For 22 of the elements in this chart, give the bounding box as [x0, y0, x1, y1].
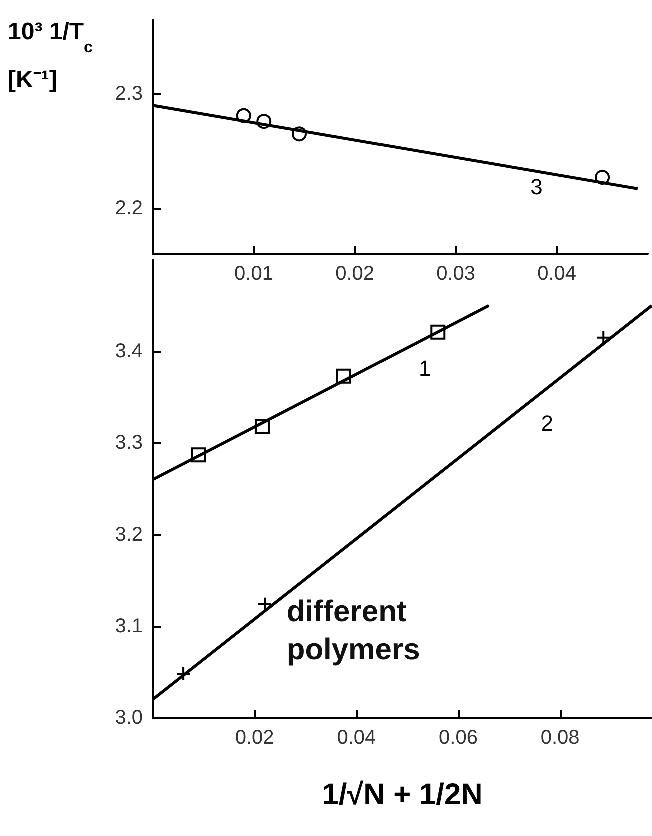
y-tick-label: 3.0	[115, 707, 143, 729]
y-tick-label: 3.4	[115, 340, 143, 363]
series-label: 3	[530, 174, 543, 200]
series-label: 2	[541, 410, 554, 436]
x-tick-label: 0.01	[234, 263, 274, 285]
x-tick-label: 0.02	[336, 263, 375, 285]
point	[176, 666, 192, 682]
series-label: 1	[419, 356, 432, 381]
x-tick-label: 0.08	[540, 727, 580, 749]
x-axis-title: 1/√N + 1/2N	[322, 778, 483, 812]
annotation: different polymers	[286, 596, 420, 667]
point	[258, 596, 273, 612]
x-tick-label: 0.04	[538, 263, 577, 285]
x-tick-label: 0.02	[235, 727, 274, 749]
y-tick-label: 3.1	[115, 615, 143, 638]
y-tick-label: 3.2	[115, 524, 143, 546]
x-tick-label: 0.04	[337, 727, 376, 749]
y-tick-label: 2.2	[115, 197, 143, 220]
y-tick-label: 3.3	[115, 432, 143, 454]
x-tick-label: 0.06	[439, 727, 478, 749]
y-tick-label: 2.3	[115, 83, 143, 106]
x-tick-label: 0.03	[436, 263, 476, 285]
